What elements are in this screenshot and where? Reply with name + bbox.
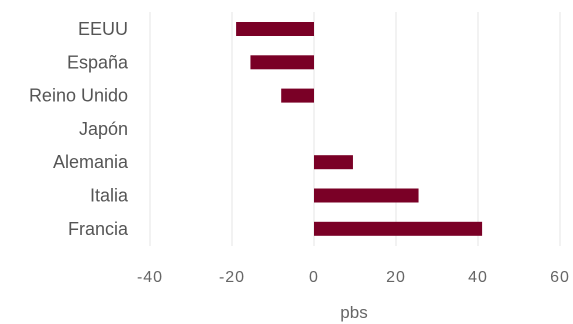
- category-label: Italia: [90, 186, 129, 206]
- gridlines: [149, 12, 561, 246]
- bar: [236, 22, 314, 36]
- category-labels: EEUU España Reino Unido Japón Alemania Italia…: [29, 19, 129, 239]
- category-label: España: [67, 52, 129, 72]
- x-tick-label: -40: [137, 269, 163, 286]
- category-label: Alemania: [53, 152, 129, 172]
- category-label: Reino Unido: [29, 86, 128, 106]
- x-tick-label: 0: [309, 269, 319, 286]
- category-label: EEUU: [78, 19, 128, 39]
- x-tick-label: -20: [219, 269, 245, 286]
- category-label: Japón: [79, 119, 128, 139]
- x-tick-label: 20: [386, 269, 406, 286]
- bar: [250, 55, 314, 70]
- x-tick-labels: -40 -20 0 20 40 60: [137, 269, 570, 286]
- bars: [236, 22, 483, 236]
- category-label: Francia: [68, 219, 129, 239]
- x-axis-title: pbs: [340, 303, 367, 322]
- bar: [314, 188, 419, 203]
- x-tick-label: 60: [550, 269, 570, 286]
- bar: [314, 221, 483, 236]
- bar: [281, 88, 314, 103]
- bar: [314, 155, 353, 170]
- x-tick-label: 40: [468, 269, 488, 286]
